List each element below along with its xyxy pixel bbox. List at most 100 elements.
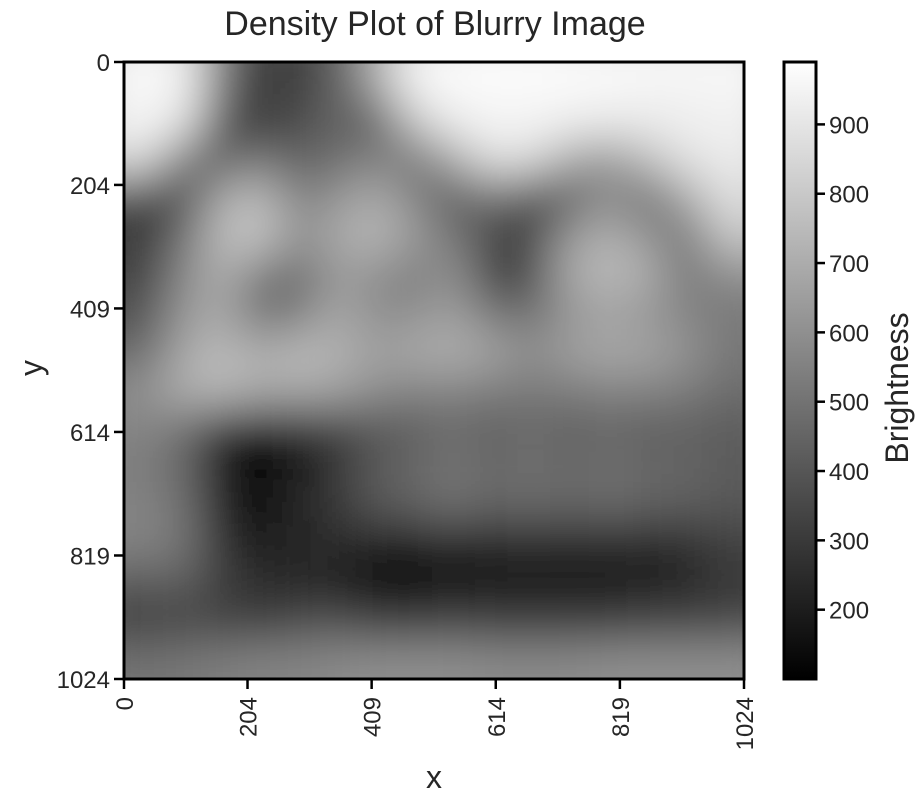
heatmap-cell xyxy=(162,216,203,256)
heatmap-cell xyxy=(472,139,513,179)
heatmap-cell xyxy=(124,409,164,449)
heatmap-cell xyxy=(124,254,164,294)
heatmap-cell xyxy=(356,216,396,256)
heatmap-cell xyxy=(240,331,280,372)
heatmap-cell xyxy=(666,293,706,333)
heatmap-cell xyxy=(162,447,203,487)
heatmap-cell xyxy=(550,100,590,140)
colorbar-tick-label: 500 xyxy=(829,390,869,417)
heatmap-cell xyxy=(356,409,396,449)
heatmap-cell xyxy=(666,100,706,140)
heatmap-cell xyxy=(666,409,706,449)
heatmap-cell xyxy=(705,62,744,102)
heatmap-cell xyxy=(550,563,590,603)
heatmap-cell xyxy=(395,563,435,603)
heatmap-cell xyxy=(356,486,396,526)
x-tick-label: 204 xyxy=(236,697,263,737)
heatmap-cell xyxy=(162,486,203,526)
heatmap-cell xyxy=(124,100,125,140)
heatmap-cell xyxy=(705,486,744,526)
heatmap-cell xyxy=(201,100,241,140)
heatmap-cell xyxy=(589,524,629,564)
heatmap-cell xyxy=(201,640,241,679)
heatmap-cell xyxy=(434,254,474,294)
heatmap-cell xyxy=(279,293,319,333)
heatmap-cell xyxy=(124,139,164,179)
heatmap-cell xyxy=(550,216,590,256)
heatmap-cell xyxy=(666,62,706,63)
heatmap-cell xyxy=(240,601,280,642)
heatmap-cell xyxy=(744,563,783,602)
heatmap-cell xyxy=(434,62,474,102)
heatmap-cell xyxy=(395,293,435,333)
heatmap-cell xyxy=(124,177,164,217)
heatmap-cell xyxy=(511,409,551,449)
heatmap-cell xyxy=(395,524,435,564)
heatmap-cell xyxy=(589,601,629,642)
x-tick-label: 409 xyxy=(360,697,387,737)
heatmap-cell xyxy=(589,370,629,410)
heatmap-cell xyxy=(744,525,783,564)
heatmap-cell xyxy=(201,409,241,449)
heatmap-cell xyxy=(511,100,551,140)
y-tick-label: 409 xyxy=(70,296,110,323)
heatmap-cell xyxy=(627,293,668,333)
heatmap-cell xyxy=(666,486,706,526)
heatmap-cell xyxy=(550,679,589,718)
heatmap-cell xyxy=(279,62,319,102)
colorbar-frame xyxy=(782,60,818,681)
heatmap-cell xyxy=(124,447,164,487)
heatmap-cell xyxy=(395,679,434,718)
heatmap-cell xyxy=(512,679,551,718)
heatmap-cell xyxy=(124,486,164,526)
chart-title: Density Plot of Blurry Image xyxy=(224,5,645,43)
heatmap-cell xyxy=(550,447,590,487)
heatmap-cell xyxy=(627,331,668,372)
heatmap-cell xyxy=(240,100,280,140)
plot-area xyxy=(122,60,783,718)
x-tick-label: 0 xyxy=(112,697,139,710)
heatmap-cell xyxy=(434,177,474,217)
heatmap-cell xyxy=(705,370,744,410)
heatmap-cell xyxy=(705,447,744,487)
heatmap-cell xyxy=(395,447,435,487)
heatmap-cell xyxy=(666,370,706,410)
heatmap-cell xyxy=(511,216,551,256)
heatmap-cell xyxy=(666,139,706,179)
heatmap-cell xyxy=(318,679,357,718)
heatmap-cell xyxy=(550,254,590,294)
heatmap-cell xyxy=(550,293,590,333)
colorbar-ticks: 200 300 400 500 600 700 800 900 xyxy=(816,112,869,625)
heatmap-cell xyxy=(550,486,590,526)
heatmap-cell xyxy=(472,100,513,140)
heatmap-cell xyxy=(279,524,319,564)
heatmap-cell xyxy=(666,216,706,256)
heatmap-cell xyxy=(589,177,629,217)
heatmap-cell xyxy=(511,447,551,487)
heatmap-cell xyxy=(240,370,280,410)
heatmap-cell xyxy=(201,216,241,256)
y-tick-label: 204 xyxy=(70,173,110,200)
heatmap-cell xyxy=(279,563,319,603)
heatmap-cell xyxy=(124,447,125,487)
heatmap-cell xyxy=(434,524,474,564)
heatmap-cell xyxy=(201,563,241,603)
heatmap-cell xyxy=(124,331,125,372)
heatmap-cell xyxy=(744,409,783,448)
heatmap-cell xyxy=(317,100,358,140)
heatmap-cell xyxy=(472,293,513,333)
heatmap-cell xyxy=(550,409,590,449)
heatmap-cell xyxy=(201,486,241,526)
heatmap-cell xyxy=(472,524,513,564)
heatmap-cell xyxy=(667,679,706,718)
heatmap-cell xyxy=(317,293,358,333)
heatmap-cell xyxy=(395,331,435,372)
heatmap-cell xyxy=(395,100,435,140)
heatmap-cell xyxy=(550,640,590,679)
heatmap-cell xyxy=(434,679,473,718)
heatmap-cell xyxy=(434,640,474,679)
heatmap-cell xyxy=(666,331,706,372)
heatmap-cell xyxy=(434,486,474,526)
heatmap-cell xyxy=(201,524,241,564)
colorbar-tick-label: 200 xyxy=(829,598,869,625)
